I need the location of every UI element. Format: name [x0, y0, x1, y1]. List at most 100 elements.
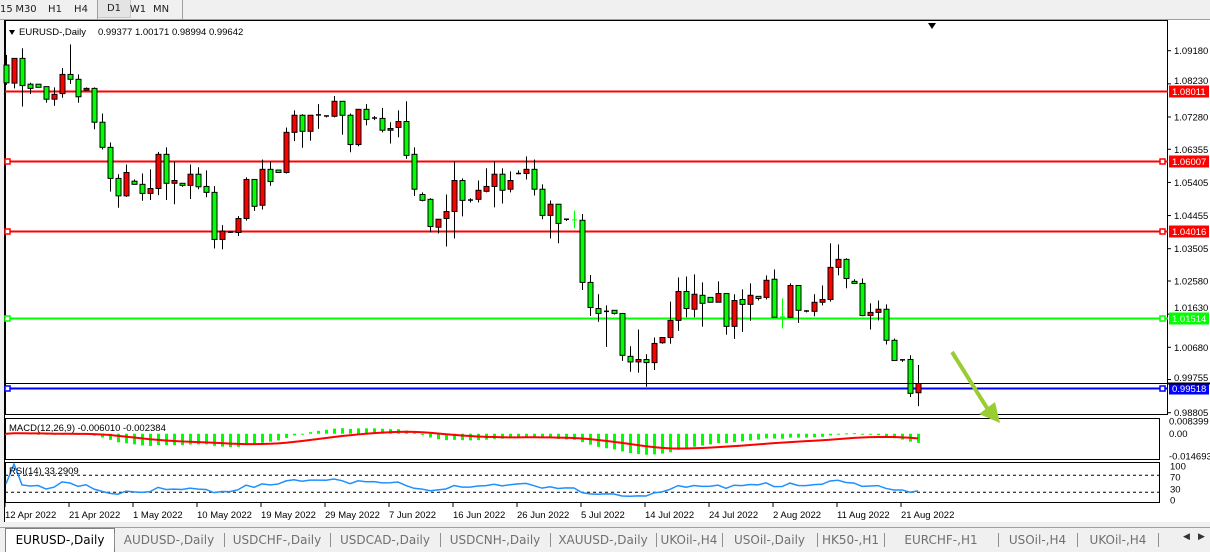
- line-handle-right[interactable]: [1159, 385, 1166, 392]
- line-handle-left[interactable]: [4, 228, 11, 235]
- macd-histogram-bar: [469, 433, 472, 441]
- candle-body: [339, 100, 346, 116]
- candle: [27, 82, 34, 94]
- candle: [59, 68, 66, 98]
- tab-separator: [656, 533, 657, 547]
- macd-scale-label: 0.00: [1169, 429, 1188, 440]
- macd-histogram-bar: [181, 433, 184, 446]
- price-tick-label: 1.06355: [1174, 145, 1208, 156]
- chart-symbol-title: EURUSD-,Daily: [19, 27, 86, 38]
- tab-separator: [550, 533, 551, 547]
- macd-histogram-bar: [701, 433, 704, 446]
- tab-separator: [114, 533, 115, 547]
- candle-body: [59, 73, 66, 95]
- candle: [363, 104, 370, 126]
- price-tick-label: 1.01630: [1174, 303, 1208, 314]
- macd-histogram-bar: [773, 433, 776, 439]
- candle: [491, 161, 498, 208]
- chart-tab[interactable]: USDCHF-,Daily: [232, 533, 322, 547]
- candle: [339, 100, 346, 135]
- level-price-label-bg: [1169, 225, 1209, 238]
- macd-histogram-bar: [533, 433, 536, 437]
- macd-histogram-bar: [461, 433, 464, 441]
- level-price-label-bg: [1169, 312, 1209, 325]
- macd-histogram-bar: [269, 433, 272, 442]
- chart-tab[interactable]: USOil-,Daily: [733, 533, 806, 547]
- candle: [483, 168, 490, 193]
- chart-tab[interactable]: EURUSD-,Daily: [5, 528, 115, 552]
- candle-body: [547, 203, 554, 216]
- chart-tab[interactable]: USDCNH-,Daily: [449, 533, 541, 547]
- macd-histogram-bar: [381, 428, 384, 434]
- candle-body: [299, 114, 306, 132]
- price-axis: 1.09180 1.08230 1.07280 1.06355 1.05405 1.044…: [1168, 46, 1208, 419]
- chart-shift-marker-icon[interactable]: [928, 23, 936, 29]
- macd-histogram-bar: [573, 433, 576, 440]
- timeframe-mn[interactable]: MN: [152, 4, 170, 15]
- tabs-scroll-right-icon[interactable]: ▶: [1198, 532, 1205, 542]
- candle-body: [827, 266, 834, 300]
- candle-body: [835, 258, 842, 268]
- candle: [835, 244, 842, 276]
- candle: [139, 173, 146, 201]
- trend-arrow-down[interactable]: [950, 350, 1000, 423]
- date-axis: 12 Apr 2022 21 Apr 2022 1 May 2022 10 May 2…: [4, 502, 954, 521]
- timeframe-15[interactable]: 15: [0, 4, 13, 15]
- candle-body: [531, 168, 538, 190]
- candle: [755, 295, 762, 301]
- line-handle-left[interactable]: [4, 158, 11, 165]
- line-handle-right[interactable]: [1159, 158, 1166, 165]
- candle-body: [243, 178, 250, 220]
- macd-histogram-bar: [805, 433, 808, 438]
- macd-histogram-bar: [645, 433, 648, 455]
- candle-body: [499, 173, 506, 191]
- timeframe-h4[interactable]: H4: [74, 4, 88, 15]
- price-tick-label: 0.99755: [1174, 373, 1208, 384]
- macd-histogram-bar: [421, 433, 424, 435]
- line-handle-left[interactable]: [4, 385, 11, 392]
- timeframe-h1[interactable]: H1: [48, 4, 62, 15]
- chart-tab[interactable]: USOil-,H4: [1008, 533, 1067, 547]
- timeframe-w1[interactable]: W1: [129, 4, 147, 15]
- chart-tab[interactable]: UKOil-,H4: [1089, 533, 1147, 547]
- date-tick-label: 21 Aug 2022: [901, 510, 954, 521]
- candle: [731, 294, 738, 339]
- toolbar-separator: [97, 0, 98, 19]
- candle: [643, 354, 650, 387]
- timeframe-d1[interactable]: D1: [97, 0, 131, 18]
- macd-histogram-bar: [717, 433, 720, 444]
- candle-body: [419, 193, 426, 201]
- line-handle-right[interactable]: [1159, 315, 1166, 322]
- candle: [699, 282, 706, 327]
- candle: [316, 104, 321, 129]
- chart-window[interactable]: 1.09180 1.08230 1.07280 1.06355 1.05405 1.044…: [0, 0, 1210, 527]
- line-handle-left[interactable]: [4, 315, 11, 322]
- candle-body: [811, 301, 818, 312]
- chart-tab[interactable]: UKOil-,H4: [660, 533, 718, 547]
- symbol-dropdown-icon[interactable]: [9, 30, 15, 35]
- candle-body: [915, 382, 922, 394]
- candle-body: [771, 278, 778, 318]
- candle-body: [19, 57, 26, 87]
- candle: [419, 192, 426, 202]
- candle: [427, 198, 434, 233]
- candle-body: [123, 171, 130, 197]
- candle-body: [235, 218, 242, 233]
- candle: [372, 115, 377, 121]
- candle-body: [275, 169, 282, 173]
- macd-histogram-bar: [541, 433, 544, 438]
- tabs-scroll-left-icon[interactable]: ◀: [1183, 532, 1190, 542]
- chart-tab[interactable]: USDCAD-,Daily: [340, 533, 430, 547]
- macd-histogram-bar: [301, 433, 304, 435]
- line-handle-right[interactable]: [1159, 228, 1166, 235]
- timeframe-m30[interactable]: M30: [15, 4, 37, 15]
- chart-tab[interactable]: XAUUSD-,Daily: [558, 533, 648, 547]
- chart-tab[interactable]: AUDUSD-,Daily: [123, 533, 215, 547]
- candle: [3, 54, 10, 85]
- candle: [99, 113, 106, 150]
- chart-tab[interactable]: HK50-,H1: [822, 533, 879, 547]
- macd-histogram-bar: [861, 433, 864, 435]
- chart-tab[interactable]: EURCHF-,H1: [904, 533, 978, 547]
- candle: [787, 283, 794, 318]
- chart-bottom-strip: [0, 522, 1210, 527]
